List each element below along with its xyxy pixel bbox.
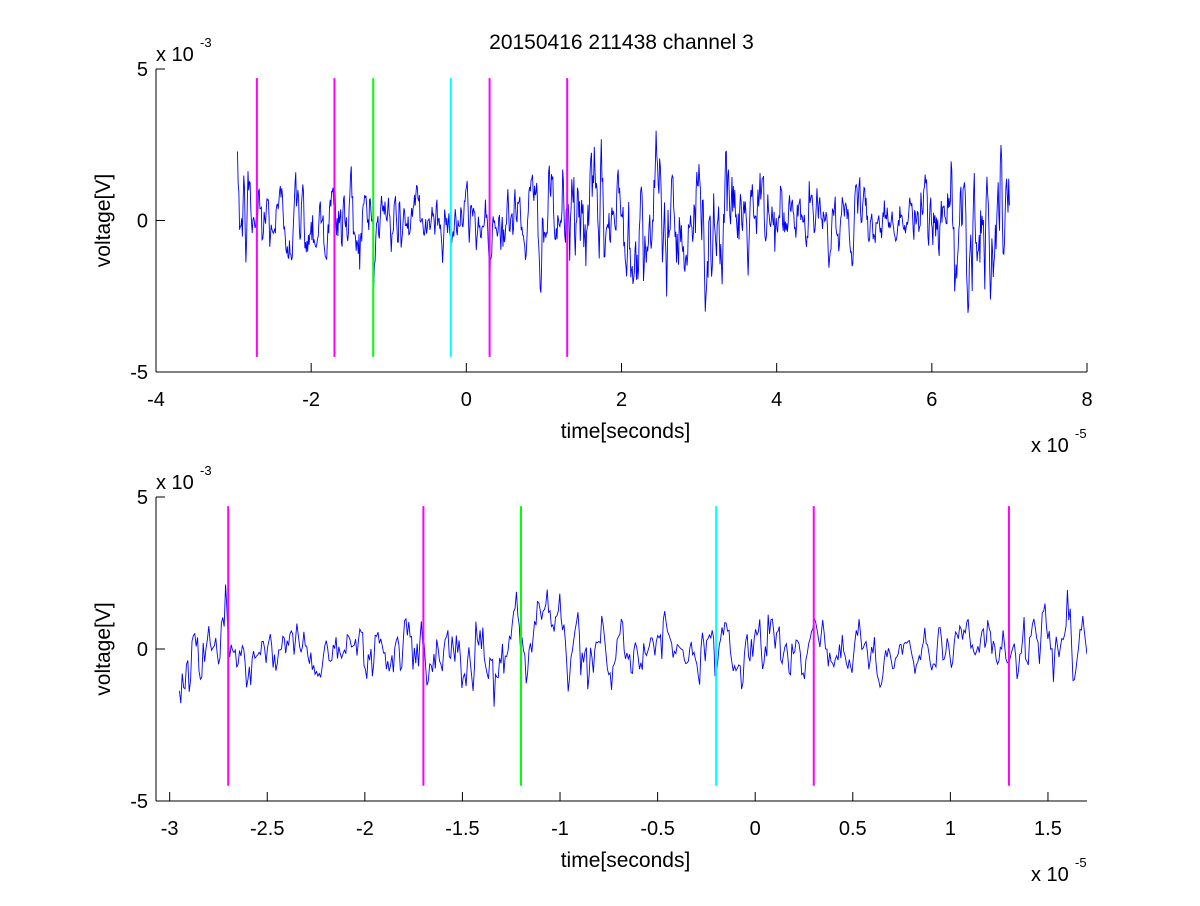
x-multiplier-exponent: -5 [1075, 855, 1087, 870]
y-multiplier: x 10 [156, 472, 194, 494]
x-tick-label: -4 [147, 389, 165, 411]
x-multiplier: x 10 [1031, 864, 1069, 886]
x-tick-label: 8 [1081, 389, 1092, 411]
x-tick-label: 1.5 [1034, 818, 1062, 840]
chart-title: 20150416 211438 channel 3 [489, 31, 754, 54]
x-tick-label: 1 [945, 818, 956, 840]
y-tick-label: 5 [137, 59, 148, 81]
x-tick-label: 6 [926, 389, 937, 411]
y-tick-label: 5 [137, 487, 148, 509]
x-axis-label: time[seconds] [561, 420, 691, 443]
x-tick-label: -0.5 [640, 818, 674, 840]
x-tick-label: 2 [616, 389, 627, 411]
y-tick-label: -5 [130, 362, 148, 384]
x-multiplier-exponent: -5 [1075, 426, 1087, 441]
x-tick-label: -2 [356, 818, 374, 840]
x-tick-label: -2.5 [250, 818, 284, 840]
x-tick-label: -2 [302, 389, 320, 411]
x-tick-label: 0 [750, 818, 761, 840]
signal-trace [178, 584, 1087, 707]
x-axis-label: time[seconds] [561, 849, 691, 872]
chart-1: -4 -2 0 2 4 6 8 -5 0 5 x 10 -3 x 10 -5 time[seconds] vo… [92, 31, 1093, 457]
y-tick-label: -5 [130, 791, 148, 813]
y-multiplier: x 10 [156, 44, 194, 66]
y-multiplier-exponent: -3 [200, 35, 212, 50]
x-tick-label: 4 [771, 389, 782, 411]
x-tick-label: -1.5 [445, 818, 479, 840]
signal-trace [237, 130, 1010, 313]
x-tick-label: -1 [551, 818, 569, 840]
x-tick-label: 0 [461, 389, 472, 411]
x-tick-label: 0.5 [839, 818, 867, 840]
y-axis-label: voltage[V] [92, 174, 115, 267]
x-multiplier: x 10 [1031, 435, 1069, 457]
chart-2: -3 -2.5 -2 -1.5 -1 -0.5 0 0.5 1 1.5 -5 0 5 x 10 -3 x 10… [92, 463, 1087, 886]
y-tick-label: 0 [137, 211, 148, 233]
y-tick-label: 0 [137, 639, 148, 661]
x-tick-label: -3 [161, 818, 179, 840]
y-axis-label: voltage[V] [92, 602, 115, 695]
y-multiplier-exponent: -3 [200, 463, 212, 478]
